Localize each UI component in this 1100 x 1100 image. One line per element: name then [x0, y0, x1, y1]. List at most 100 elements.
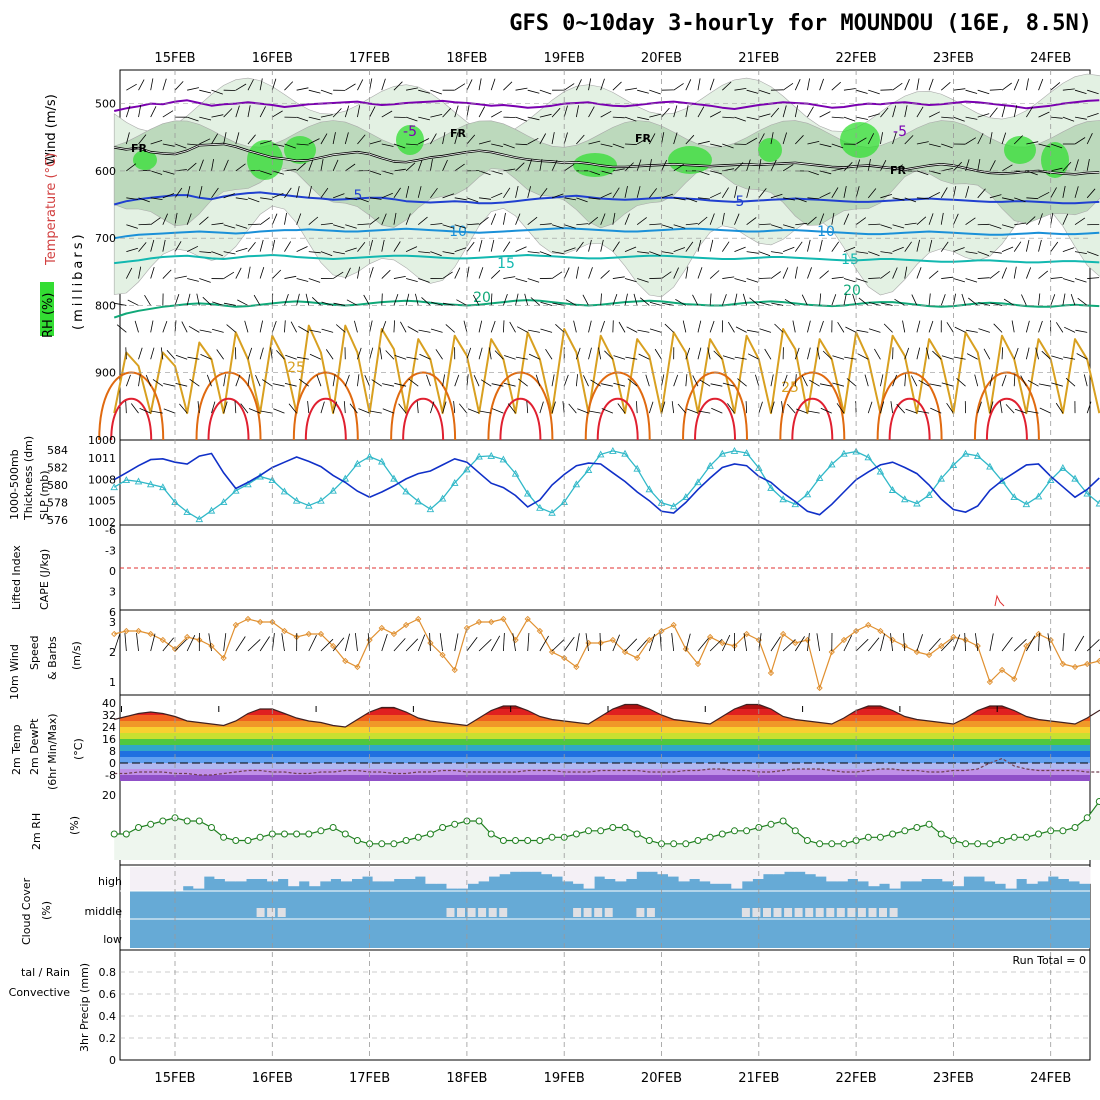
wind-barb	[494, 350, 504, 360]
cloud-high-gap	[741, 867, 753, 882]
wind-barb	[661, 251, 674, 254]
wind-barb	[636, 137, 648, 145]
cloud-high-gap	[773, 867, 785, 875]
wind-barb	[1026, 197, 1039, 200]
wind-barb	[600, 239, 604, 252]
wind-barb	[1038, 78, 1044, 91]
wind-barb	[710, 170, 722, 175]
rh-marker	[767, 820, 775, 828]
wind-barb	[284, 275, 297, 279]
wind-speed-marker	[865, 621, 872, 629]
slp-marker	[803, 490, 812, 498]
wind-barb	[406, 356, 419, 360]
wind-barb	[417, 186, 422, 198]
rh-marker	[341, 830, 349, 838]
wind-barb	[515, 162, 525, 172]
surface-wind-barb	[599, 632, 602, 652]
wind-barb	[929, 383, 942, 387]
slp-marker	[791, 500, 800, 508]
wind-barb	[150, 78, 154, 91]
wind-barb	[856, 329, 869, 333]
slp-marker	[487, 451, 495, 459]
surface-wind-barb	[150, 633, 156, 652]
wind-barb	[902, 320, 906, 333]
contour-label-5: 5	[736, 194, 745, 210]
wind-barb	[905, 408, 918, 414]
cloud-high-gap	[435, 867, 447, 884]
wind-barb	[358, 408, 370, 414]
wind-speed-marker	[366, 636, 373, 644]
cloud-high-gap	[836, 867, 848, 882]
ylabel-rh2-a: 2m RH	[30, 813, 43, 850]
wind-barb	[284, 187, 292, 199]
wind-barb	[880, 374, 884, 387]
day-label-bottom: 22FEB	[836, 1071, 877, 1086]
wind-barb	[417, 159, 423, 172]
wind-barb	[502, 212, 506, 225]
slp-marker	[961, 449, 970, 457]
surface-wind-barb	[332, 637, 345, 652]
rh-marker	[889, 830, 897, 838]
wind-barb	[272, 110, 283, 118]
wind-barb	[673, 224, 686, 229]
wind-barb	[940, 241, 949, 252]
wind-barb	[989, 89, 1002, 91]
slp-marker	[1059, 464, 1067, 471]
wind-barb	[843, 278, 856, 283]
wind-barb	[345, 163, 356, 172]
surface-wind-barb	[429, 632, 431, 652]
wind-barb	[1001, 347, 1003, 360]
slp-marker	[232, 486, 240, 494]
wind-barb	[916, 239, 920, 252]
upper-ytick: 600	[95, 165, 116, 178]
wind-speed-marker	[913, 648, 921, 656]
wind-barb	[685, 266, 689, 279]
wind-barb	[134, 320, 139, 333]
wind-barb	[673, 83, 684, 91]
wind-barb	[539, 159, 543, 171]
surface-wind-barb	[208, 633, 212, 652]
wind-barb	[588, 320, 592, 333]
wind-barb	[697, 239, 702, 252]
wind-barb	[393, 276, 406, 279]
slp-marker	[937, 474, 945, 482]
wind-barb	[1086, 188, 1096, 199]
wind-barb	[692, 375, 699, 387]
contour--5	[113, 99, 1100, 112]
surface-wind-barb	[770, 636, 781, 652]
cloud-high-gap	[1068, 867, 1080, 882]
wind-barb	[639, 297, 650, 306]
contour-label-20: 20	[473, 290, 491, 306]
wind-barb	[968, 297, 978, 306]
wind-barb	[1038, 191, 1050, 199]
wind-barb	[661, 302, 674, 306]
rh-marker	[232, 837, 240, 844]
wind-barb	[941, 116, 954, 119]
wind-barb	[296, 143, 309, 146]
wind-barb	[953, 186, 957, 198]
upper-ytick: 700	[95, 232, 116, 245]
axis-labels: 15FEB15FEB16FEB16FEB17FEB17FEB18FEB18FEB…	[40, 51, 1071, 1086]
wind-barb	[645, 374, 650, 387]
slp-marker	[292, 496, 301, 504]
wind-barb	[673, 197, 686, 201]
cloud-high-gap	[604, 867, 616, 879]
wind-speed-marker	[707, 633, 714, 641]
li-ytick: 6	[109, 606, 116, 619]
cloud-high-gap	[815, 867, 827, 877]
wind-barb	[977, 401, 982, 414]
wind-barb	[764, 348, 772, 360]
wind-barb	[588, 140, 601, 145]
wind-barb	[1074, 89, 1087, 94]
cloud-high-gap	[699, 867, 711, 882]
wind-barb	[150, 320, 154, 333]
wind-barb	[759, 328, 772, 333]
wind-barb	[174, 275, 187, 279]
wind-barb	[138, 105, 142, 118]
cloud-high-gap	[1005, 867, 1017, 889]
cloud-high-gap	[900, 867, 912, 882]
wind-barb	[953, 278, 966, 283]
thick-left-labels: 1000-500mb Thickness (dm) SLP (mb)	[8, 436, 51, 521]
wind-barb	[211, 251, 223, 257]
wind-barb	[709, 239, 714, 252]
